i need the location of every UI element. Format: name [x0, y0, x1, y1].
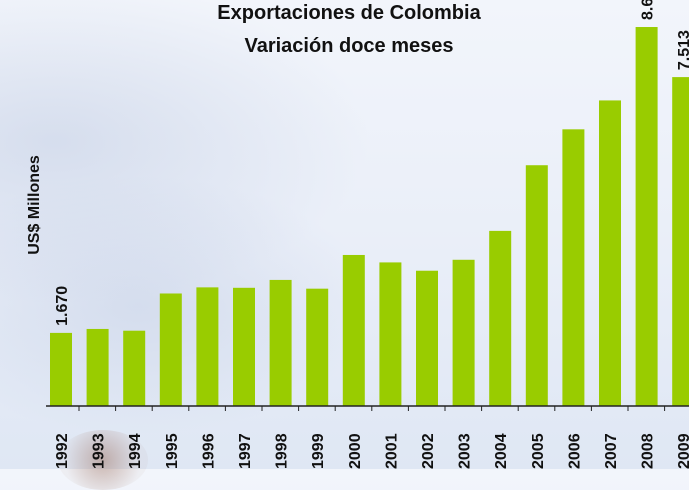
x-tick-label-2000: 2000: [347, 433, 364, 469]
x-tick-label-1997: 1997: [237, 433, 254, 469]
x-tick-label-2001: 2001: [383, 433, 400, 469]
x-tick-label-1994: 1994: [127, 433, 144, 469]
data-label-2008: 8.657: [640, 0, 657, 20]
data-label-2009: 7.513: [676, 30, 689, 70]
x-tick-label-2007: 2007: [603, 433, 620, 469]
x-tick-label-2008: 2008: [640, 433, 657, 469]
x-tick-label-1998: 1998: [274, 433, 291, 469]
bar-2006: [562, 129, 585, 406]
x-ticks-group: 1992 1993 1994 1995 1996 1997 1998 1999 2000 2001…: [54, 406, 689, 469]
bars-group: [50, 27, 689, 406]
bar-2009: [672, 77, 689, 406]
x-tick-label-2003: 2003: [457, 433, 474, 469]
chart-subtitle: Variación doce meses: [244, 35, 453, 57]
x-tick-label-1996: 1996: [200, 433, 217, 469]
bar-1998: [269, 279, 292, 406]
x-tick-label-1995: 1995: [164, 433, 181, 469]
bar-1994: [123, 330, 146, 406]
chart-title: Exportaciones de Colombia: [217, 2, 481, 24]
bar-2008: [635, 27, 658, 406]
bar-1995: [159, 293, 182, 406]
bar-2002: [416, 270, 438, 406]
bar-2003: [452, 259, 475, 406]
bar-1992: [50, 332, 72, 406]
bar-1993: [86, 328, 109, 406]
bar-1999: [306, 288, 329, 406]
bar-2004: [489, 230, 512, 406]
data-labels-group: 1.670 8.657 7.513: [54, 0, 689, 326]
data-label-1992: 1.670: [54, 286, 71, 326]
x-tick-label-2009: 2009: [676, 433, 689, 469]
x-tick-label-2004: 2004: [493, 433, 510, 469]
x-tick-label-2002: 2002: [420, 433, 437, 469]
bar-2001: [379, 262, 402, 406]
y-axis-label: US$ Millones: [26, 155, 43, 255]
x-tick-label-2006: 2006: [566, 433, 583, 469]
bar-2000: [342, 254, 365, 406]
bar-2007: [599, 100, 621, 406]
x-tick-label-1993: 1993: [91, 433, 108, 469]
x-tick-label-2005: 2005: [530, 433, 547, 469]
bar-chart: Exportaciones de Colombia Variación doce…: [26, 0, 689, 469]
bar-1996: [196, 287, 219, 406]
bar-2005: [525, 165, 548, 406]
x-tick-label-1992: 1992: [54, 433, 71, 469]
bar-1997: [233, 287, 255, 406]
x-tick-label-1999: 1999: [310, 433, 327, 469]
